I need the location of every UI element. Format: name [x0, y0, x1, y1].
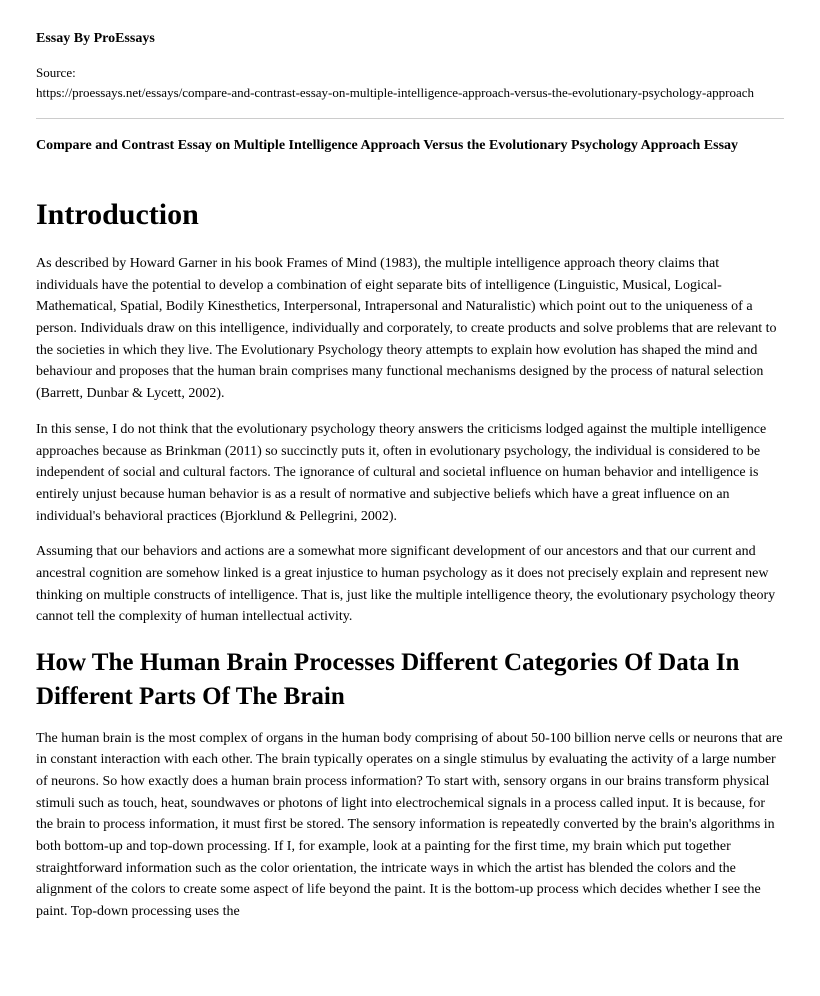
- source-label: Source:: [36, 63, 784, 83]
- byline: Essay By ProEssays: [36, 28, 784, 49]
- source-block: Source: https://proessays.net/essays/com…: [36, 63, 784, 102]
- heading-section-2: How The Human Brain Processes Different …: [36, 646, 784, 714]
- paragraph-4: The human brain is the most complex of o…: [36, 728, 784, 923]
- source-url: https://proessays.net/essays/compare-and…: [36, 85, 754, 100]
- heading-introduction: Introduction: [36, 192, 784, 237]
- essay-title: Compare and Contrast Essay on Multiple I…: [36, 135, 784, 156]
- divider: [36, 118, 784, 119]
- paragraph-3: Assuming that our behaviors and actions …: [36, 541, 784, 628]
- paragraph-2: In this sense, I do not think that the e…: [36, 419, 784, 527]
- paragraph-1: As described by Howard Garner in his boo…: [36, 253, 784, 405]
